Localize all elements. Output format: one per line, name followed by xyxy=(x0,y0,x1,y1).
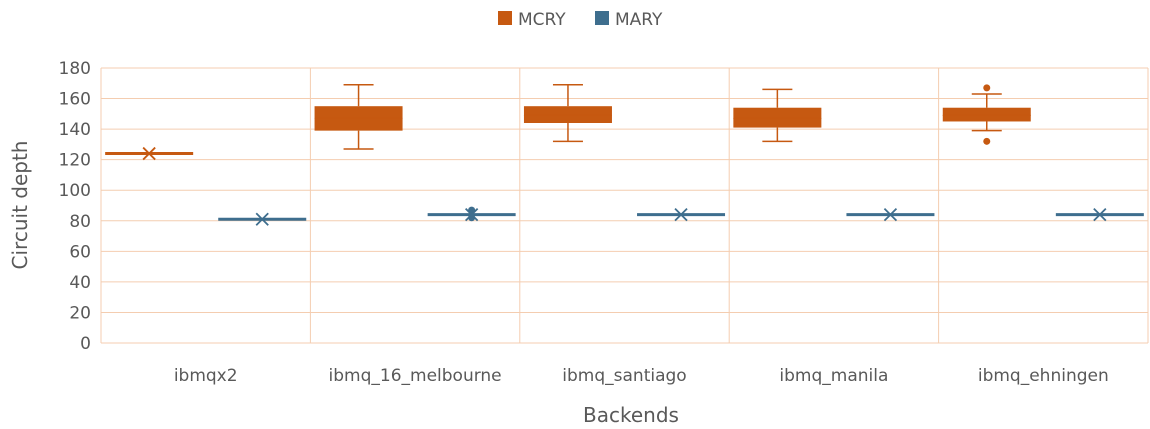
legend-label-mcry: MCRY xyxy=(518,10,566,30)
category-labels: ibmqx2 ibmq_16_melbourne ibmq_santiago ibmq… xyxy=(174,366,1109,386)
y-tick-label-20: 20 xyxy=(69,303,91,323)
legend-label-mary: MARY xyxy=(615,10,663,30)
category-label-ibmq_ehningen: ibmq_ehningen xyxy=(978,366,1109,386)
legend: MCRY MARY xyxy=(498,10,663,30)
category-label-ibmqx2: ibmqx2 xyxy=(174,366,238,386)
mcry-box-ibmqx2 xyxy=(105,146,194,161)
y-tick-label-0: 0 xyxy=(80,334,91,354)
outlier-point xyxy=(468,214,476,222)
legend-swatch-mcry xyxy=(498,11,512,25)
y-tick-label-120: 120 xyxy=(59,151,91,171)
mcry-box-ibmq_ehningen xyxy=(942,84,1031,145)
y-tick-label-60: 60 xyxy=(69,242,91,262)
mary-box-ibmq_santiago xyxy=(637,208,726,222)
x-axis-title: Backends xyxy=(583,403,679,427)
category-label-ibmq_16_melbourne: ibmq_16_melbourne xyxy=(329,366,502,386)
y-tick-label-100: 100 xyxy=(59,181,91,201)
outlier-point xyxy=(983,137,991,145)
iqr-box xyxy=(942,107,1031,122)
mean-marker xyxy=(142,146,156,161)
category-label-ibmq_manila: ibmq_manila xyxy=(779,366,888,386)
gridlines xyxy=(100,67,1149,344)
mean-marker xyxy=(883,208,898,222)
y-tick-label-160: 160 xyxy=(59,90,91,110)
iqr-box xyxy=(523,106,612,123)
mary-box-ibmq_ehningen xyxy=(1055,208,1144,222)
y-tick-label-80: 80 xyxy=(69,212,91,232)
mean-marker xyxy=(674,208,688,222)
outlier-point xyxy=(468,206,476,214)
category-label-ibmq_santiago: ibmq_santiago xyxy=(562,366,686,386)
outlier-point xyxy=(983,84,991,92)
y-tick-label-40: 40 xyxy=(69,273,91,293)
y-tick-labels: 0 20 40 60 80 100 120 140 160 180 xyxy=(59,59,91,354)
y-tick-label-140: 140 xyxy=(59,120,91,140)
mean-marker xyxy=(1093,208,1107,222)
mary-box-ibmq_manila xyxy=(846,208,935,222)
mary-box-ibmqx2 xyxy=(218,212,307,226)
mcry-box-ibmq_16_melbourne xyxy=(314,84,403,150)
legend-swatch-mary xyxy=(595,11,609,25)
mcry-box-ibmq_manila xyxy=(733,88,822,143)
mary-box-ibmq_16_melbourne xyxy=(427,206,516,222)
mcry-box-ibmq_santiago xyxy=(523,84,612,143)
y-axis-title: Circuit depth xyxy=(8,141,32,270)
box-series xyxy=(105,84,1144,226)
iqr-box xyxy=(733,107,822,128)
mean-marker xyxy=(255,212,269,226)
y-tick-label-180: 180 xyxy=(59,59,91,79)
